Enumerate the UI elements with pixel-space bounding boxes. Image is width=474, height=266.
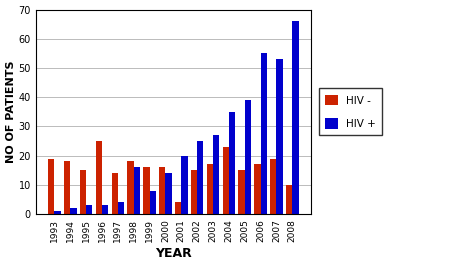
Bar: [181, 156, 188, 214]
Bar: [292, 21, 299, 214]
Bar: [102, 205, 109, 214]
Bar: [70, 208, 77, 214]
Legend: HIV -, HIV +: HIV -, HIV +: [319, 88, 382, 135]
Bar: [134, 167, 140, 214]
Bar: [175, 202, 181, 214]
Bar: [276, 59, 283, 214]
Bar: [150, 191, 156, 214]
Bar: [261, 53, 267, 214]
Bar: [191, 170, 197, 214]
Bar: [55, 211, 61, 214]
Bar: [80, 170, 86, 214]
Bar: [86, 205, 92, 214]
Bar: [222, 147, 229, 214]
Bar: [238, 170, 245, 214]
Bar: [213, 135, 219, 214]
Bar: [64, 161, 70, 214]
Bar: [165, 173, 172, 214]
Bar: [197, 141, 203, 214]
Bar: [111, 173, 118, 214]
Bar: [159, 167, 165, 214]
Bar: [254, 164, 261, 214]
Bar: [48, 159, 55, 214]
Bar: [245, 100, 251, 214]
Bar: [229, 112, 235, 214]
Bar: [118, 202, 124, 214]
Bar: [286, 185, 292, 214]
Bar: [270, 159, 276, 214]
Y-axis label: NO OF PATIENTS: NO OF PATIENTS: [6, 61, 16, 163]
Bar: [128, 161, 134, 214]
Bar: [143, 167, 150, 214]
Bar: [96, 141, 102, 214]
X-axis label: YEAR: YEAR: [155, 247, 192, 260]
Bar: [207, 164, 213, 214]
